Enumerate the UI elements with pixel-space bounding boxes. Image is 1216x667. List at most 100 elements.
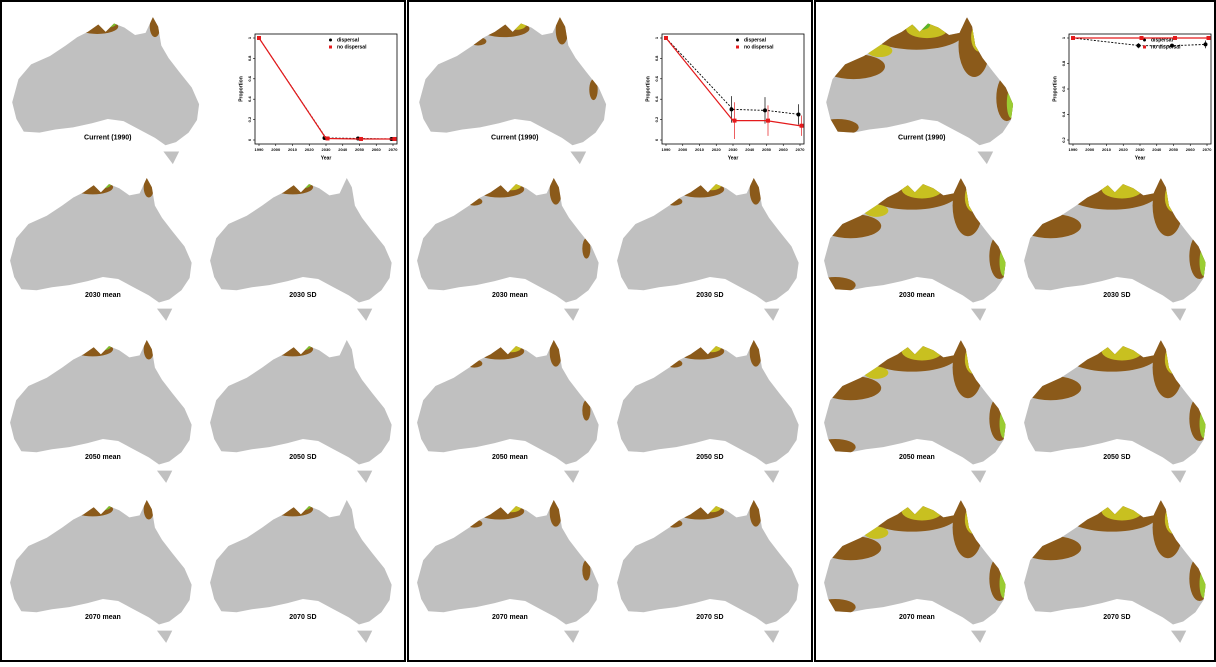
point: [766, 119, 770, 123]
x-tick-label: 1990: [1069, 147, 1079, 152]
map-land: [419, 17, 606, 164]
x-tick-label: 1990: [255, 147, 265, 152]
habitat-patch: [1000, 409, 1008, 438]
x-tick-label: 2040: [1152, 147, 1162, 152]
x-tick-label: 2000: [1085, 147, 1095, 152]
point: [1071, 36, 1075, 40]
habitat-patch: [95, 180, 111, 188]
x-tick-label: 2070: [389, 147, 399, 152]
plot-frame: [1069, 34, 1211, 144]
legend-label: no dispersal: [337, 44, 367, 50]
habitat-patch: [864, 205, 888, 217]
x-tick-label: 2060: [779, 147, 789, 152]
x-tick-label: 2050: [1169, 147, 1179, 152]
habitat-patch: [989, 234, 1009, 279]
x-tick-label: 2020: [712, 147, 722, 152]
map-caption: 2050 SD: [696, 454, 723, 461]
map-overlay: [272, 502, 313, 516]
habitat-patch: [750, 176, 762, 205]
habitat-patch: [902, 342, 943, 360]
y-axis-label: Proportion: [238, 76, 244, 102]
series-line: [259, 38, 393, 139]
habitat-patch: [750, 338, 762, 367]
habitat-patch: [144, 177, 154, 197]
y-tick-label: 0.2: [654, 116, 659, 122]
habitat-patch: [1165, 183, 1181, 212]
habitat-patch: [589, 79, 597, 100]
map-land: [12, 17, 199, 164]
x-tick-label: 2000: [678, 147, 688, 152]
x-tick-label: 2000: [271, 147, 281, 152]
point: [326, 136, 330, 140]
x-tick-label: 2020: [305, 147, 315, 152]
habitat-patch: [95, 502, 111, 510]
map: [10, 499, 192, 643]
habitat-patch: [582, 560, 590, 580]
y-axis-label: Proportion: [645, 76, 651, 102]
habitat-patch: [99, 19, 116, 27]
map-caption: 2050 SD: [289, 454, 316, 461]
habitat-patch: [750, 498, 762, 527]
x-tick-label: 2010: [695, 147, 705, 152]
point: [797, 113, 801, 117]
y-tick-label: 0.6: [654, 75, 659, 81]
y-tick-label: 0.6: [1061, 85, 1066, 91]
map-caption: 2030 SD: [1103, 292, 1130, 299]
map-caption: 2050 mean: [85, 454, 121, 461]
map: [210, 178, 392, 321]
x-tick-label: 2010: [288, 147, 298, 152]
y-tick-label: 0.2: [1061, 136, 1066, 142]
habitat-patch: [989, 556, 1009, 601]
habitat-patch: [507, 19, 526, 30]
habitat-patch: [1189, 556, 1209, 601]
habitat-patch: [582, 400, 590, 420]
habitat-patch: [913, 19, 930, 30]
habitat-patch: [817, 119, 859, 136]
map-caption: 2070 mean: [492, 614, 528, 621]
point: [1204, 42, 1208, 46]
habitat-patch: [466, 197, 482, 205]
map-land: [10, 178, 192, 321]
map-caption: 2030 SD: [289, 292, 316, 299]
habitat-patch: [666, 359, 682, 367]
map-caption: Current (1990): [84, 135, 131, 142]
series-line: [259, 38, 393, 139]
habitat-patch: [1000, 569, 1008, 598]
x-tick-label: 2030: [729, 147, 739, 152]
y-tick-label: 0.8: [654, 55, 659, 61]
point: [1207, 36, 1211, 40]
y-tick-label: 0.8: [247, 55, 252, 61]
map-caption: 2030 mean: [85, 292, 121, 299]
y-tick-label: 0.8: [1061, 60, 1066, 66]
map: [210, 340, 392, 483]
habitat-patch: [1189, 396, 1209, 441]
habitat-patch: [1020, 214, 1081, 238]
map-land: [617, 500, 799, 643]
habitat-patch: [1000, 247, 1008, 276]
habitat-patch: [965, 345, 981, 374]
y-tick-label: 0.4: [1061, 111, 1066, 117]
map-caption: 2050 mean: [899, 454, 935, 461]
map-caption: 2030 mean: [899, 292, 935, 299]
x-tick-label: 2010: [1102, 147, 1112, 152]
habitat-patch: [1189, 234, 1209, 279]
habitat-patch: [965, 505, 981, 534]
habitat-patch: [703, 180, 721, 190]
x-tick-label: 2040: [338, 147, 348, 152]
habitat-patch: [815, 439, 856, 455]
map-land: [417, 500, 599, 643]
y-tick-label: 0.4: [247, 96, 252, 102]
y-tick-label: 0.2: [247, 116, 252, 122]
map-caption: 2050 SD: [1103, 454, 1130, 461]
y-tick-label: 0: [247, 138, 252, 141]
x-tick-label: 2030: [1136, 147, 1146, 152]
legend-label: no dispersal: [1151, 44, 1181, 50]
habitat-patch: [902, 502, 943, 520]
habitat-patch: [466, 359, 482, 367]
habitat-patch: [550, 498, 562, 527]
habitat-patch: [1102, 342, 1143, 360]
habitat-patch: [1102, 180, 1143, 198]
map-caption: 2070 mean: [85, 614, 121, 621]
series-line: [666, 38, 800, 115]
map-caption: 2070 SD: [696, 614, 723, 621]
